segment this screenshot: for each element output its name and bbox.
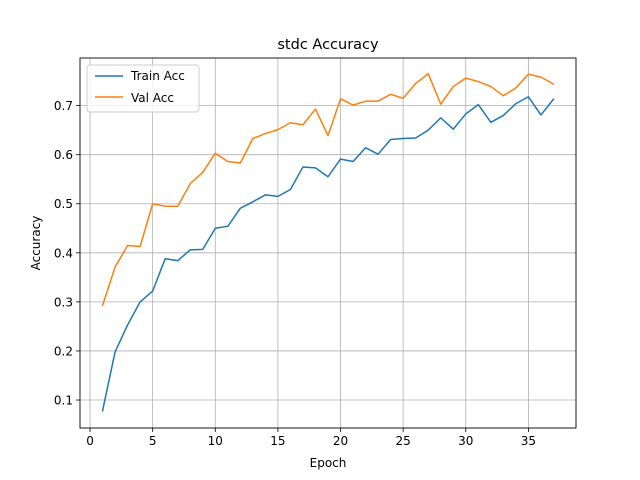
x-tick-label: 35 [521, 434, 536, 448]
y-axis-ticks: 0.1 0.2 0.3 0.4 0.5 0.6 0.7 [54, 99, 80, 408]
series-line-val-acc [101, 72, 555, 307]
y-tick-label: 0.7 [54, 99, 73, 113]
legend-label-train-acc: Train Acc [130, 69, 185, 83]
y-axis-label: Accuracy [29, 216, 43, 271]
y-tick-label: 0.1 [54, 394, 73, 408]
x-tick-label: 15 [270, 434, 285, 448]
y-tick-label: 0.5 [54, 197, 73, 211]
x-axis-label: Epoch [310, 456, 347, 470]
x-axis-ticks: 0 5 10 15 20 25 30 35 [86, 428, 536, 448]
y-tick-label: 0.2 [54, 344, 73, 358]
plot-frame [79, 57, 577, 429]
x-tick-label: 25 [396, 434, 411, 448]
x-tick-label: 0 [86, 434, 94, 448]
x-tick-label: 10 [208, 434, 223, 448]
series-line-train-acc [101, 96, 555, 412]
y-tick-label: 0.6 [54, 148, 73, 162]
series-lines [101, 72, 555, 412]
x-tick-label: 5 [149, 434, 157, 448]
x-tick-label: 20 [333, 434, 348, 448]
legend-label-val-acc: Val Acc [131, 91, 174, 105]
y-tick-label: 0.3 [54, 295, 73, 309]
legend: Train Acc Val Acc [86, 64, 200, 113]
y-tick-label: 0.4 [54, 246, 73, 260]
grid [80, 58, 576, 428]
chart-title: stdc Accuracy [277, 37, 379, 53]
x-tick-label: 30 [458, 434, 473, 448]
